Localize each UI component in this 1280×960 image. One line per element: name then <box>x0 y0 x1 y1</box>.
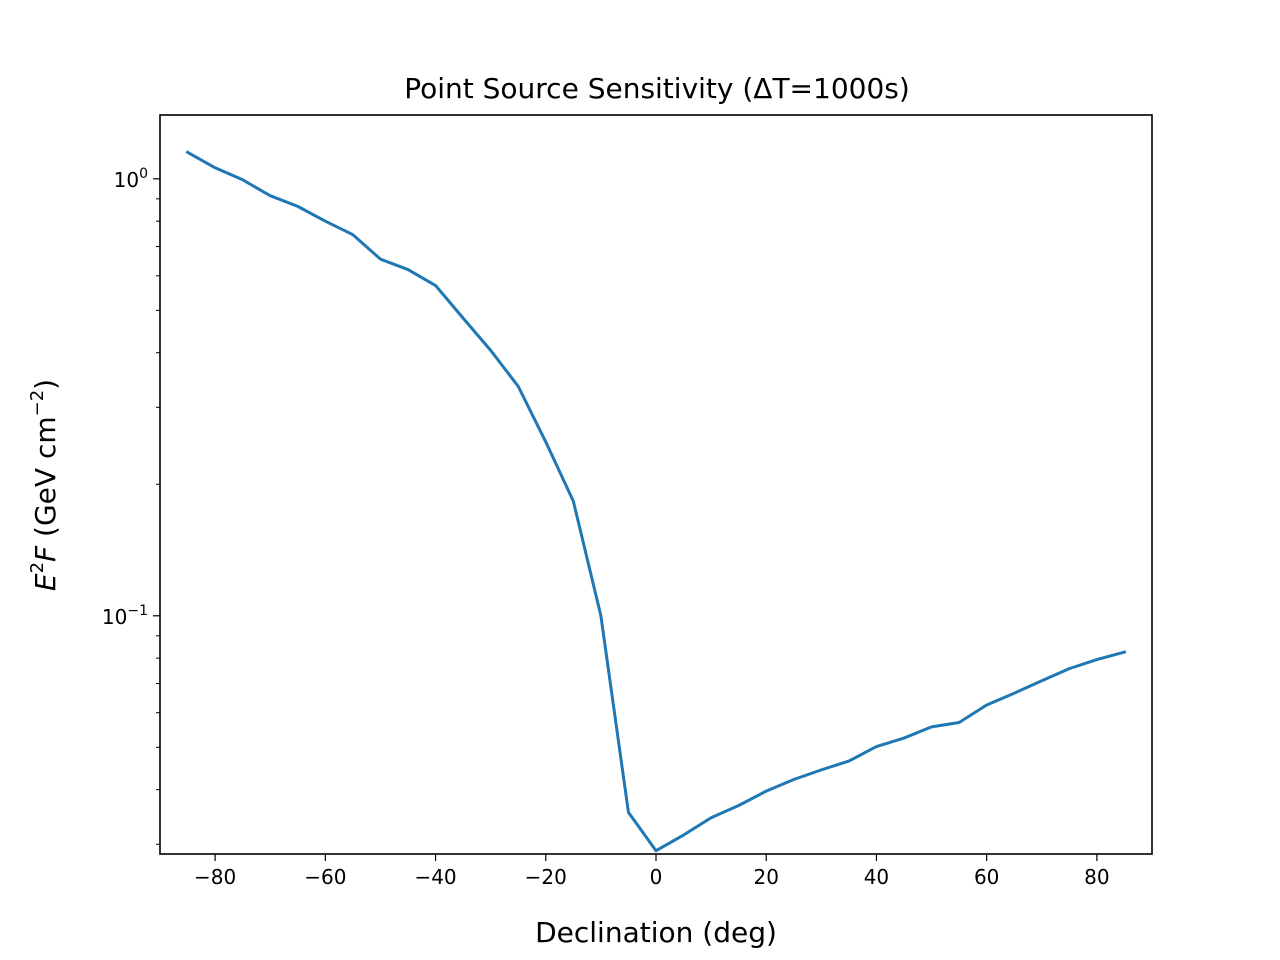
y-axis-label: E2F (GeV cm−2) <box>27 379 62 591</box>
x-axis-label: Declination (deg) <box>535 916 777 949</box>
series-line-0 <box>185 150 1127 853</box>
plot-area: −80 −60 −40 −20 0 20 40 60 80 100 10−1 <box>102 114 1153 889</box>
x-tick-label: 0 <box>650 865 663 889</box>
x-tick-label: 40 <box>864 865 889 889</box>
x-tick-label: 60 <box>974 865 999 889</box>
x-tick-label: 20 <box>753 865 778 889</box>
chart-title: Point Source Sensitivity (ΔT=1000s) <box>404 72 910 105</box>
x-tick-label: −20 <box>525 865 567 889</box>
x-tick-label: 80 <box>1084 865 1109 889</box>
x-tick-label: −40 <box>414 865 456 889</box>
y-tick-label: 10−1 <box>102 603 148 629</box>
y-tick-label: 100 <box>114 166 148 192</box>
x-tick-label: −80 <box>194 865 236 889</box>
axes-frame <box>159 114 1153 855</box>
x-tick-label: −60 <box>304 865 346 889</box>
